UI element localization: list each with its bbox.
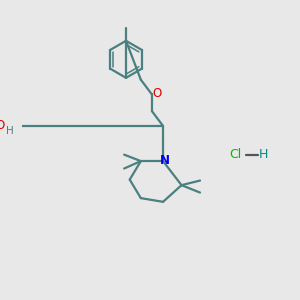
Text: Cl: Cl — [229, 148, 241, 161]
Text: O: O — [0, 119, 5, 132]
Text: N: N — [160, 154, 170, 167]
Text: O: O — [152, 87, 161, 100]
Text: H: H — [259, 148, 268, 161]
Text: H: H — [6, 126, 14, 136]
